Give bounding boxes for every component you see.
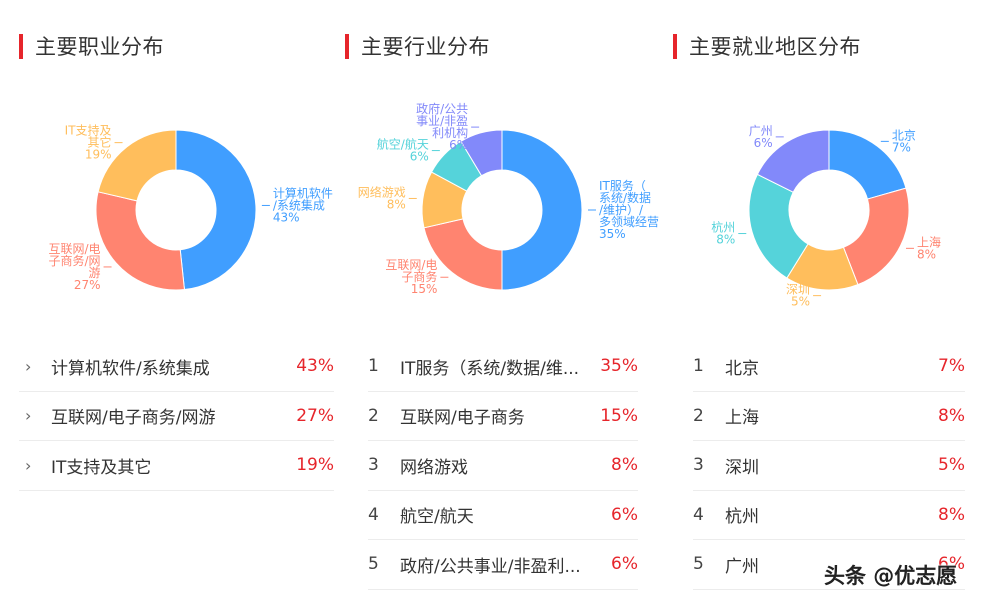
slice-label: 航空/航天 6% [377,137,429,164]
slice-label: 杭州 8% [711,220,735,247]
item-percent: 8% [611,455,638,476]
item-rank: 3 [368,455,379,476]
item-name: 杭州 [725,507,759,528]
industry-donut-chart[interactable]: IT服务（系统/数据/维护）/多领域经营 35% 互联网/电子商务 15% 网络游戏 8%… [340,90,670,320]
panel-title-text: 主要职业分布 [35,35,164,59]
list-item[interactable]: 3 深圳 5% [693,441,965,491]
item-percent: 5% [938,455,965,476]
watermark: 头条 @优志愿 [824,564,958,588]
slice-label: 政府/公共事业/非盈利机构 6% [416,101,468,152]
item-name: 互联网/电子商务 [400,408,525,429]
donut-segment[interactable] [97,129,177,202]
item-rank: 1 [368,356,379,377]
list-item[interactable]: 3 网络游戏 8% [368,441,638,491]
list-item[interactable]: 4 航空/航天 6% [368,491,638,540]
panel-title: 主要就业地区分布 [673,33,861,59]
item-name: 北京 [725,358,759,379]
region-donut-chart[interactable]: 北京 7% 上海 8% 深圳 5% 杭州 8% 广州 6% [670,90,1002,320]
chevron-right-icon: › [25,356,32,376]
donut-segment[interactable] [175,129,257,291]
item-name: 深圳 [725,457,759,478]
item-rank: 4 [368,504,379,525]
slice-label: 北京 7% [892,128,916,154]
slice-label: 深圳 5% [786,283,810,309]
item-rank: 2 [368,405,379,426]
item-rank: 5 [368,554,379,575]
item-percent: 43% [296,356,334,377]
list-item[interactable]: › 计算机软件/系统集成 43% [19,342,334,392]
item-rank: 3 [693,455,704,476]
item-percent: 27% [296,405,334,426]
occupation-panel: 主要职业分布 计算机软件/系统集成 43% 互联网/电子商务/网游 27% IT支持及其… [0,0,340,604]
donut-segment[interactable] [756,129,830,193]
item-percent: 6% [611,554,638,575]
item-percent: 8% [938,405,965,426]
item-percent: 6% [611,504,638,525]
panel-title-text: 主要行业分布 [361,35,490,59]
slice-label: 网络游戏 8% [358,184,406,211]
item-name: IT支持及其它 [51,457,152,478]
panel-title: 主要行业分布 [345,33,490,59]
item-name: 网络游戏 [400,457,468,478]
industry-list: 1 IT服务（系统/数据/维... 35% 2 互联网/电子商务 15% 3 网… [368,342,638,590]
item-percent: 8% [938,504,965,525]
list-item[interactable]: 1 IT服务（系统/数据/维... 35% [368,342,638,392]
item-percent: 19% [296,455,334,476]
title-accent-bar [673,33,677,59]
title-accent-bar [19,33,23,59]
slice-label: 上海 8% [917,234,941,261]
list-item[interactable]: 5 政府/公共事业/非盈利... 6% [368,540,638,590]
list-item[interactable]: › 互联网/电子商务/网游 27% [19,392,334,441]
list-item[interactable]: › IT支持及其它 19% [19,441,334,491]
item-percent: 6% [938,554,965,575]
list-item[interactable]: 4 杭州 8% [693,491,965,540]
slice-label: IT服务（系统/数据/维护）/多领域经营 35% [599,178,659,241]
item-percent: 7% [938,356,965,377]
industry-panel: 主要行业分布 IT服务（系统/数据/维护）/多领域经营 35% 互联网/电子商务 15… [340,0,670,604]
slice-label: 计算机软件/系统集成 43% [273,185,333,224]
region-panel: 主要就业地区分布 北京 7% 上海 8% 深圳 5% 杭州 8% 广州 6% 1 北京 7% 2 … [670,0,1002,604]
item-rank: 2 [693,405,704,426]
item-name: 航空/航天 [400,507,474,528]
panel-title: 主要职业分布 [19,33,164,59]
chevron-right-icon: › [25,406,32,426]
item-rank: 5 [693,554,704,575]
donut-segment[interactable] [460,129,503,177]
title-accent-bar [345,33,349,59]
slice-label: 互联网/电子商务 15% [385,258,437,296]
list-item[interactable]: 1 北京 7% [693,342,965,392]
item-rank: 4 [693,504,704,525]
list-item[interactable]: 2 互联网/电子商务 15% [368,392,638,441]
slice-label: 互联网/电子商务/网游 27% [49,242,101,292]
donut-segment[interactable] [95,191,186,291]
panel-title-text: 主要就业地区分布 [689,35,861,59]
occupation-donut-chart[interactable]: 计算机软件/系统集成 43% 互联网/电子商务/网游 27% IT支持及其它 19% [0,90,340,320]
item-rank: 1 [693,356,704,377]
item-name: IT服务（系统/数据/维... [400,358,580,379]
list-item[interactable]: 5 广州 6% [693,540,965,590]
list-item[interactable]: 2 上海 8% [693,392,965,441]
donut-segment[interactable] [842,187,910,286]
slice-label: IT支持及其它 19% [65,123,112,162]
region-list: 1 北京 7% 2 上海 8% 3 深圳 5% 4 杭州 8% 5 广州 6% [693,342,965,590]
donut-segment[interactable] [501,129,583,291]
item-name: 互联网/电子商务/网游 [51,408,216,429]
item-name: 计算机软件/系统集成 [51,358,210,379]
item-percent: 35% [600,356,638,377]
item-percent: 15% [600,405,638,426]
occupation-list: › 计算机软件/系统集成 43% › 互联网/电子商务/网游 27% › IT支… [19,342,334,491]
slice-label: 广州 6% [749,124,773,150]
item-name: 上海 [725,408,759,429]
chevron-right-icon: › [25,455,32,475]
item-name: 政府/公共事业/非盈利... [400,556,581,577]
